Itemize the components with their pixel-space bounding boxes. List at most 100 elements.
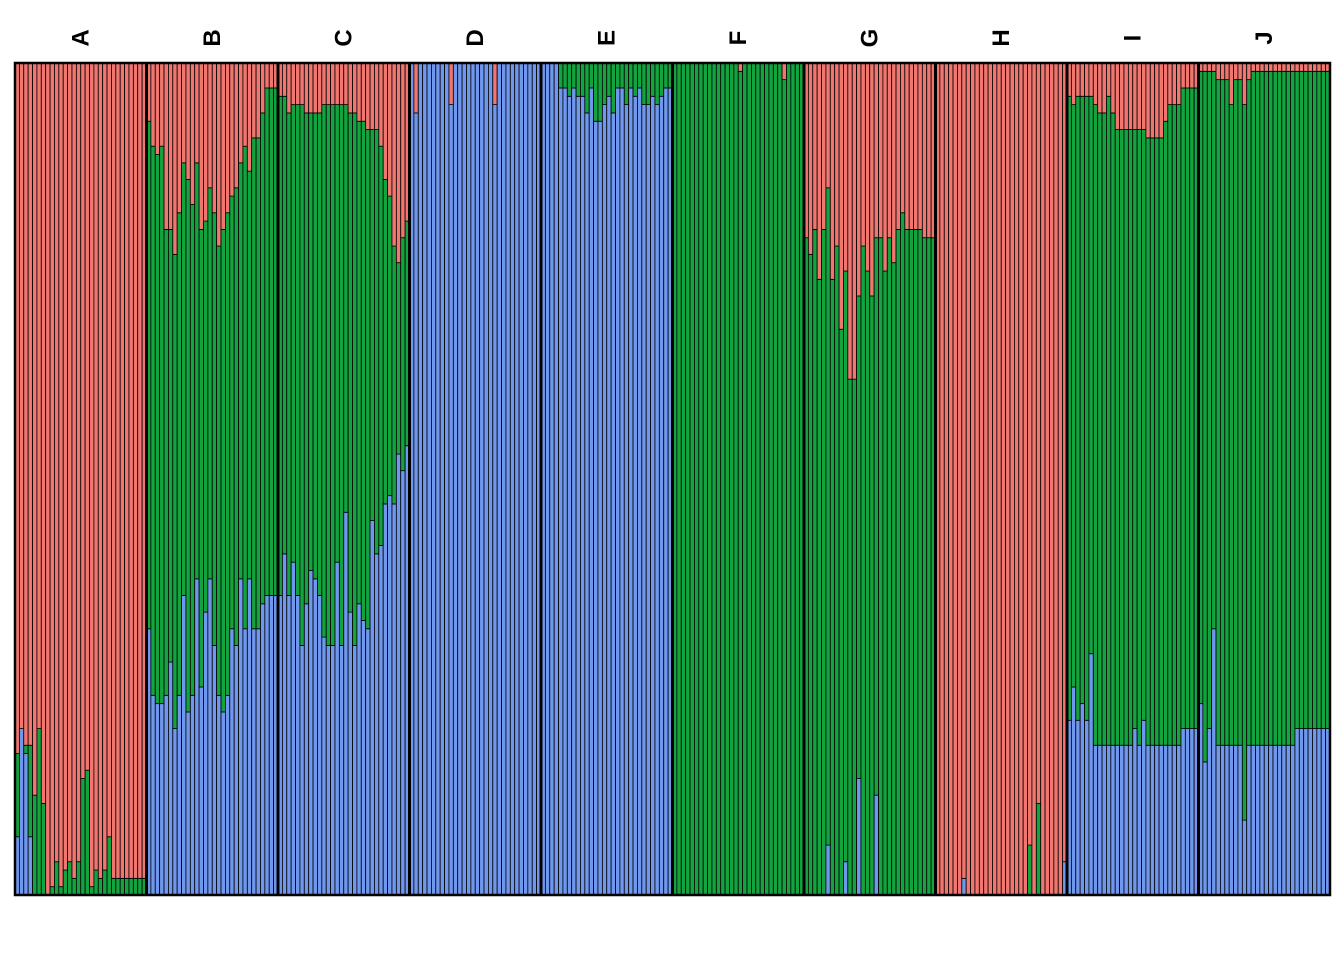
bar-segment-green	[1035, 803, 1042, 896]
bar-segment-blue	[873, 794, 879, 896]
bar-segment-red	[128, 62, 134, 879]
bar-segment-green	[67, 861, 73, 896]
group-label: C	[330, 29, 357, 46]
bar-segment-green	[1088, 95, 1094, 655]
bar-segment-red	[308, 62, 314, 114]
bar-segment-blue	[303, 603, 310, 896]
bar-segment-green	[777, 62, 783, 896]
bar-segment-blue	[1303, 728, 1309, 896]
bar-segment-red	[908, 62, 914, 230]
bar-segment-blue	[1277, 744, 1283, 896]
bar-segment-green	[724, 62, 730, 896]
bar-segment-green	[601, 62, 608, 105]
bar-segment-blue	[1123, 744, 1129, 896]
bar-segment-blue	[233, 645, 239, 896]
bar-segment-red	[124, 62, 130, 879]
bar-segment-blue	[1110, 744, 1116, 896]
bar-segment-blue	[207, 578, 213, 896]
bar-segment-green	[680, 62, 687, 896]
bar-segment-green	[93, 869, 99, 896]
bar-segment-blue	[1281, 744, 1287, 896]
bar-segment-green	[637, 62, 643, 89]
bar-segment-green	[707, 62, 713, 896]
bar-segment-red	[242, 62, 248, 147]
bar-segment-blue	[1119, 744, 1125, 896]
bar-segment-green	[242, 145, 248, 630]
bar-segment-green	[619, 62, 625, 89]
bar-segment-green	[711, 62, 717, 896]
bar-segment-green	[251, 137, 257, 630]
bar-segment-blue	[168, 661, 174, 896]
bar-segment-blue	[1070, 686, 1077, 896]
bar-segment-green	[860, 245, 866, 896]
bar-segment-red	[957, 62, 963, 896]
bar-segment-red	[49, 62, 55, 888]
bar-segment-red	[781, 62, 787, 81]
bar-segment-green	[628, 62, 634, 89]
bar-segment-green	[1228, 104, 1234, 746]
bar-segment-green	[102, 869, 108, 896]
bar-segment-red	[185, 62, 191, 180]
bar-segment-red	[1114, 62, 1120, 130]
bar-segment-red	[1246, 62, 1252, 81]
bar-segment-blue	[597, 120, 603, 896]
bar-segment-green	[54, 861, 60, 896]
bar-segment-green	[40, 803, 47, 896]
bar-segment-green	[742, 62, 748, 896]
bar-segment-blue	[474, 62, 481, 896]
bar-segment-red	[93, 62, 99, 871]
bar-segment-green	[886, 237, 893, 896]
bar-segment-green	[75, 861, 82, 896]
bar-segment-blue	[1154, 744, 1160, 896]
bar-segment-blue	[588, 87, 594, 896]
bar-segment-green	[325, 104, 332, 646]
bar-segment-red	[1237, 62, 1243, 81]
bar-segment-blue	[501, 62, 507, 896]
bar-segment-green	[111, 877, 117, 896]
bar-segment-green	[566, 62, 573, 97]
bar-segment-green	[558, 62, 564, 89]
bar-segment-red	[159, 62, 165, 147]
bar-segment-blue	[580, 95, 586, 896]
bar-segment-green	[1114, 129, 1120, 746]
bar-segment-green	[807, 253, 814, 896]
bar-segment-red	[264, 62, 270, 89]
bar-segment-blue	[229, 628, 235, 896]
bar-segment-blue	[312, 578, 318, 896]
bar-segment-red	[387, 62, 393, 197]
bar-segment-green	[194, 162, 200, 580]
bar-segment-green	[1307, 70, 1313, 730]
bar-segment-green	[391, 245, 397, 505]
bar-segment-blue	[610, 112, 616, 896]
bar-segment-blue	[1075, 719, 1081, 896]
bar-segment-blue	[185, 711, 191, 896]
bar-segment-green	[1281, 70, 1287, 746]
bar-segment-blue	[1224, 744, 1230, 896]
bar-segment-blue	[615, 87, 621, 896]
bar-segment-blue	[1285, 744, 1291, 896]
bar-segment-green	[733, 62, 739, 896]
bar-segment-blue	[619, 87, 625, 896]
bar-segment-blue	[448, 104, 454, 896]
bar-segment-green	[1027, 844, 1033, 896]
bar-segment-red	[18, 62, 25, 729]
bar-segment-green	[1176, 104, 1182, 746]
bar-segment-red	[45, 62, 51, 896]
bar-segment-blue	[1272, 744, 1278, 896]
bar-segment-green	[36, 728, 42, 896]
bar-segment-green	[198, 228, 204, 688]
bar-segment-red	[1049, 62, 1055, 896]
bar-segment-red	[829, 62, 836, 280]
bar-segment-green	[864, 270, 871, 896]
bar-segment-blue	[295, 595, 301, 896]
bar-segment-green	[343, 104, 349, 513]
bar-segment-blue	[1250, 744, 1256, 896]
bar-segment-green	[1272, 70, 1278, 746]
bar-segment-green	[751, 62, 757, 896]
bar-segment-green	[303, 112, 310, 605]
bar-segment-red	[978, 62, 985, 896]
bar-segment-blue	[571, 87, 577, 896]
bar-segment-blue	[347, 611, 353, 896]
bar-segment-blue	[325, 645, 332, 896]
bar-segment-blue	[400, 470, 406, 896]
